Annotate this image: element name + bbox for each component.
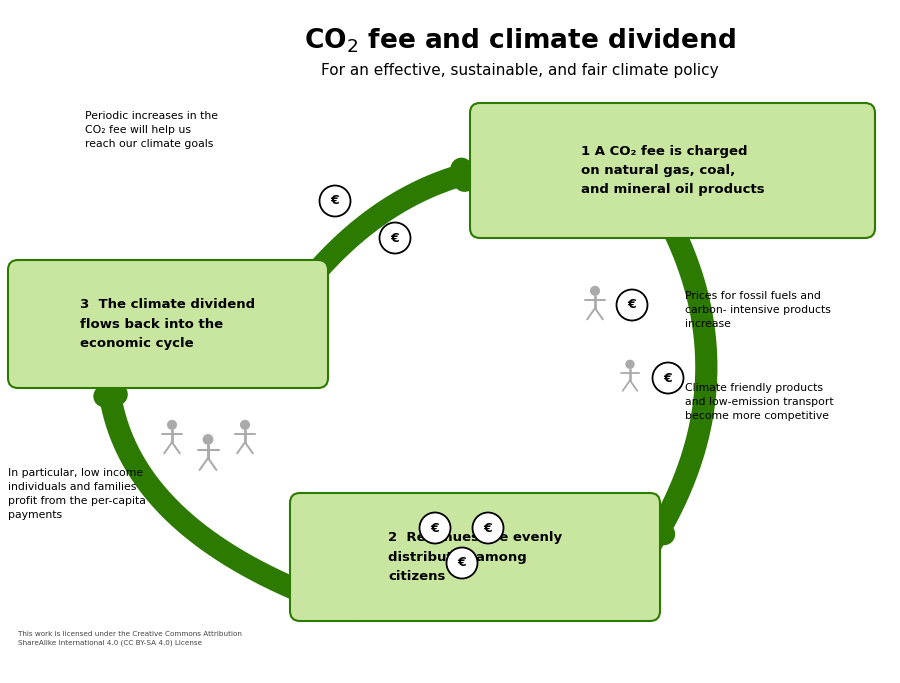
Text: In particular, low income
individuals and families
profit from the per-capita
pa: In particular, low income individuals an… xyxy=(8,468,146,520)
Text: For an effective, sustainable, and fair climate policy: For an effective, sustainable, and fair … xyxy=(321,63,719,77)
Circle shape xyxy=(202,434,213,445)
Text: Prices for fossil fuels and
carbon- intensive products
increase: Prices for fossil fuels and carbon- inte… xyxy=(685,291,831,329)
Circle shape xyxy=(320,186,350,217)
Text: Periodic increases in the
CO₂ fee will help us
reach our climate goals: Periodic increases in the CO₂ fee will h… xyxy=(85,111,218,149)
Text: €: € xyxy=(483,522,492,535)
FancyBboxPatch shape xyxy=(470,103,875,238)
Text: €: € xyxy=(627,298,636,311)
Text: €: € xyxy=(663,372,672,385)
Text: 2  Revenues are evenly
distributed among
citizens: 2 Revenues are evenly distributed among … xyxy=(388,531,562,583)
Text: CO$_2$ fee and climate dividend: CO$_2$ fee and climate dividend xyxy=(304,27,736,55)
Text: €: € xyxy=(430,522,439,535)
Text: 1 A CO₂ fee is charged
on natural gas, coal,
and mineral oil products: 1 A CO₂ fee is charged on natural gas, c… xyxy=(580,145,764,196)
Circle shape xyxy=(472,512,503,544)
Circle shape xyxy=(590,285,600,296)
Circle shape xyxy=(240,420,250,430)
Text: 3  The climate dividend
flows back into the
economic cycle: 3 The climate dividend flows back into t… xyxy=(80,298,256,350)
Text: This work is licensed under the Creative Commons Attribution
ShareAlike Internat: This work is licensed under the Creative… xyxy=(18,631,242,645)
Text: €: € xyxy=(330,195,339,208)
Circle shape xyxy=(419,512,451,544)
Text: Climate friendly products
and low-emission transport
become more competitive: Climate friendly products and low-emissi… xyxy=(685,383,833,421)
Circle shape xyxy=(652,363,683,393)
FancyBboxPatch shape xyxy=(8,260,328,388)
Text: €: € xyxy=(457,557,466,570)
Circle shape xyxy=(616,290,647,320)
Text: €: € xyxy=(391,232,400,245)
Circle shape xyxy=(380,223,410,253)
Circle shape xyxy=(626,360,634,369)
FancyBboxPatch shape xyxy=(290,493,660,621)
Circle shape xyxy=(167,420,177,430)
Circle shape xyxy=(446,548,478,579)
